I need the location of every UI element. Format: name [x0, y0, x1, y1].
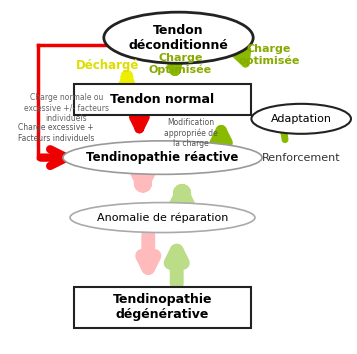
Text: Modification
appropriée de
la charge: Modification appropriée de la charge: [164, 118, 218, 148]
Text: Adaptation: Adaptation: [271, 114, 332, 124]
Text: Tendon normal: Tendon normal: [110, 93, 215, 106]
Text: Charge
optimisée: Charge optimisée: [238, 44, 300, 67]
Text: Tendinopathie
dégénérative: Tendinopathie dégénérative: [113, 293, 212, 321]
Text: Charge
Optimisée: Charge Optimisée: [149, 53, 212, 75]
Ellipse shape: [251, 104, 351, 134]
Ellipse shape: [104, 12, 253, 63]
Ellipse shape: [70, 202, 255, 233]
Text: Tendon
déconditionné: Tendon déconditionné: [129, 24, 228, 52]
FancyBboxPatch shape: [74, 84, 251, 115]
Text: Charge excessive +
Facteurs individuels: Charge excessive + Facteurs individuels: [17, 123, 94, 143]
FancyBboxPatch shape: [74, 287, 251, 328]
Ellipse shape: [63, 141, 262, 175]
Text: Anomalie de réparation: Anomalie de réparation: [97, 212, 228, 223]
Text: Tendinopathie réactive: Tendinopathie réactive: [86, 151, 239, 164]
Text: Charge normale ou
excessive +/- facteurs
individuels: Charge normale ou excessive +/- facteurs…: [24, 93, 109, 123]
Text: Renforcement: Renforcement: [262, 153, 341, 162]
Text: Déchargé: Déchargé: [76, 59, 139, 73]
